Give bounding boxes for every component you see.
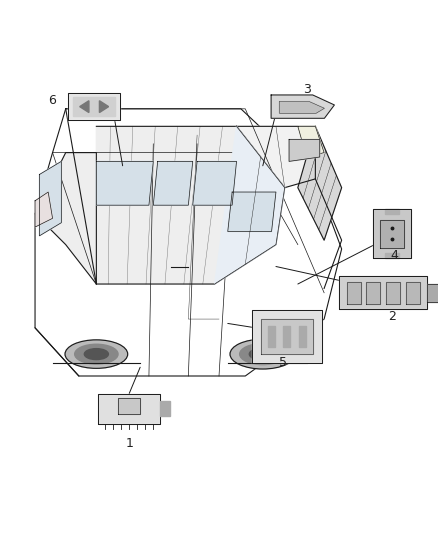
Polygon shape: [160, 401, 170, 416]
Polygon shape: [289, 140, 320, 161]
Polygon shape: [373, 209, 411, 258]
Polygon shape: [283, 326, 290, 347]
Polygon shape: [406, 282, 420, 304]
Ellipse shape: [74, 344, 118, 364]
Polygon shape: [153, 161, 193, 205]
Ellipse shape: [65, 340, 128, 368]
Polygon shape: [271, 95, 334, 118]
Text: 2: 2: [388, 310, 396, 324]
Ellipse shape: [230, 339, 296, 369]
Polygon shape: [339, 276, 427, 309]
Polygon shape: [80, 101, 89, 112]
Polygon shape: [298, 126, 324, 157]
Polygon shape: [35, 152, 96, 284]
Polygon shape: [252, 310, 322, 363]
Polygon shape: [98, 394, 160, 424]
Text: 1: 1: [125, 438, 133, 450]
Polygon shape: [386, 282, 400, 304]
Polygon shape: [73, 98, 115, 116]
Ellipse shape: [84, 349, 109, 360]
Polygon shape: [237, 126, 315, 188]
Text: 5: 5: [279, 357, 286, 369]
Polygon shape: [380, 220, 404, 248]
Polygon shape: [347, 282, 361, 304]
Polygon shape: [279, 102, 325, 114]
Polygon shape: [228, 192, 276, 231]
Polygon shape: [215, 126, 285, 284]
Text: 6: 6: [49, 94, 57, 107]
Polygon shape: [268, 326, 275, 347]
Polygon shape: [99, 101, 109, 112]
Polygon shape: [118, 398, 140, 414]
Polygon shape: [298, 126, 342, 240]
Polygon shape: [35, 109, 342, 376]
Text: 3: 3: [303, 83, 311, 95]
Polygon shape: [39, 161, 61, 236]
Polygon shape: [96, 161, 153, 205]
Text: 4: 4: [390, 249, 398, 262]
Polygon shape: [385, 209, 399, 214]
Ellipse shape: [240, 344, 286, 365]
Polygon shape: [299, 326, 306, 347]
Polygon shape: [367, 282, 381, 304]
Polygon shape: [427, 284, 438, 302]
Polygon shape: [385, 253, 399, 258]
Polygon shape: [193, 161, 237, 205]
Polygon shape: [68, 93, 120, 120]
Ellipse shape: [249, 348, 276, 360]
Polygon shape: [96, 126, 285, 284]
Polygon shape: [261, 319, 313, 354]
Polygon shape: [35, 192, 53, 227]
